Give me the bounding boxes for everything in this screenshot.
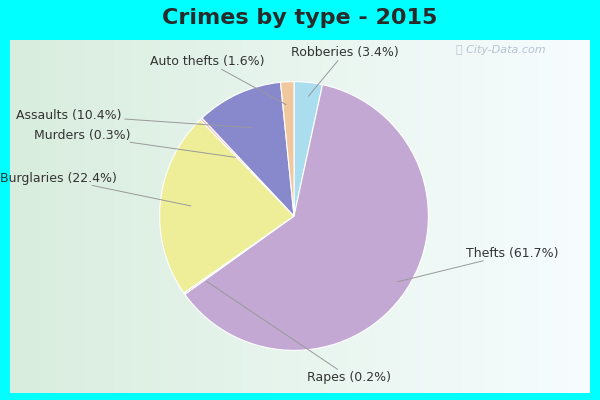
Text: Auto thefts (1.6%): Auto thefts (1.6%): [150, 55, 286, 104]
Text: Crimes by type - 2015: Crimes by type - 2015: [163, 8, 437, 28]
Wedge shape: [184, 216, 294, 294]
Wedge shape: [281, 82, 294, 216]
Wedge shape: [160, 120, 294, 293]
Text: Murders (0.3%): Murders (0.3%): [34, 129, 235, 157]
Text: ⓘ City-Data.com: ⓘ City-Data.com: [456, 45, 545, 55]
Wedge shape: [200, 118, 294, 216]
Text: Burglaries (22.4%): Burglaries (22.4%): [0, 172, 191, 206]
Wedge shape: [185, 85, 428, 350]
Text: Thefts (61.7%): Thefts (61.7%): [398, 247, 559, 282]
Wedge shape: [202, 82, 294, 216]
Text: Robberies (3.4%): Robberies (3.4%): [291, 46, 399, 96]
Text: Assaults (10.4%): Assaults (10.4%): [16, 109, 251, 128]
Text: Rapes (0.2%): Rapes (0.2%): [206, 281, 391, 384]
Wedge shape: [294, 82, 322, 216]
